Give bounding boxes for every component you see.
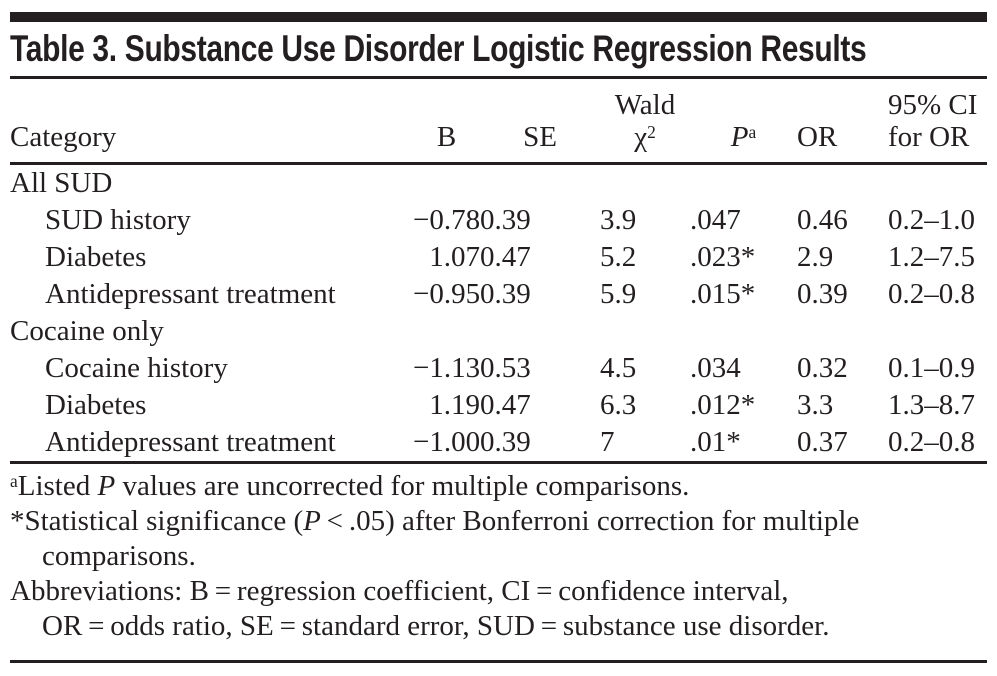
- header-row: Category B SE Wald χ2 Pa OR 95% CI for OR: [10, 79, 987, 165]
- cell-se: 0.53: [480, 352, 531, 384]
- cell-se: 0.39: [480, 278, 531, 310]
- cell-ci: 0.1–0.9: [888, 352, 975, 384]
- cell-ci: 0.2–0.8: [888, 278, 975, 310]
- table-row: Diabetes 1.07 0.47 5.2 .023* 2.9 1.2–7.5: [10, 239, 987, 276]
- cell-se: 0.47: [480, 241, 531, 273]
- cell-category: Diabetes: [45, 241, 147, 273]
- section-header-row: Cocaine only: [10, 313, 987, 350]
- footnotes: aListed P values are uncorrected for mul…: [10, 469, 987, 644]
- cell-ci: 1.3–8.7: [888, 389, 975, 421]
- cell-p: .012*: [690, 389, 756, 421]
- column-header-line: SE: [523, 121, 557, 153]
- footnote-significance-line: comparisons.: [42, 540, 196, 572]
- cell-category: Antidepressant treatment: [45, 278, 336, 310]
- column-header-ci: 95% CI for OR: [888, 79, 987, 165]
- cell-p: .015*: [690, 278, 756, 310]
- cell-se: 0.47: [480, 389, 531, 421]
- section-header-row: All SUD: [10, 164, 987, 203]
- cell-or: 0.32: [797, 352, 848, 384]
- footnote-abbreviations-line: OR = odds ratio, SE = standard error, SU…: [42, 610, 830, 642]
- footnote-significance-line: *Statistical significance (P < .05) afte…: [10, 505, 860, 537]
- column-header-or: OR: [797, 79, 888, 165]
- table-row: Cocaine history −1.13 0.53 4.5 .034 0.32 0.1–0…: [10, 350, 987, 387]
- section-header-label: Cocaine only: [10, 315, 164, 347]
- bottom-rule: [10, 660, 987, 663]
- cell-b: −1.13: [413, 352, 481, 384]
- table-row: Antidepressant treatment −1.00 0.39 7.01* 0.…: [10, 424, 987, 464]
- cell-ci: 0.2–0.8: [888, 424, 987, 464]
- cell-wald: 7: [600, 424, 690, 464]
- column-header-wald: Wald χ2: [600, 79, 690, 165]
- cell-or: 0.39: [797, 278, 848, 310]
- cell-b: 1.07: [429, 241, 480, 273]
- cell-p: .01*: [690, 424, 797, 464]
- cell-b: 1.19: [429, 389, 480, 421]
- top-rule-bar: [10, 12, 987, 22]
- column-header-line: 95% CI: [888, 89, 978, 121]
- cell-wald: 5.2: [600, 241, 637, 273]
- footnote-abbreviations-line: Abbreviations: B = regression coefficien…: [10, 575, 789, 607]
- table-row: SUD history −0.78 0.39 3.9 .047 0.46 0.2–1.0: [10, 202, 987, 239]
- cell-or: 2.9: [797, 241, 834, 273]
- cell-ci: 0.2–1.0: [888, 204, 975, 236]
- cell-category: Cocaine history: [45, 352, 228, 384]
- column-header-se: SE: [480, 79, 600, 165]
- cell-or: 0.37: [797, 424, 888, 464]
- column-header-b: B: [413, 79, 480, 165]
- cell-p: .047: [690, 204, 741, 236]
- cell-wald: 6.3: [600, 389, 637, 421]
- column-header-line: for OR: [888, 121, 970, 153]
- cell-p: .023*: [690, 241, 756, 273]
- column-header-line: OR: [797, 121, 838, 153]
- cell-b: −0.78: [413, 204, 481, 236]
- cell-wald: 5.9: [600, 278, 637, 310]
- cell-b: −0.95: [413, 278, 481, 310]
- column-header-line: Pa: [730, 121, 757, 153]
- footnote-abbreviations: Abbreviations: B = regression coefficien…: [10, 574, 987, 644]
- cell-wald: 3.9: [600, 204, 637, 236]
- table-header: Category B SE Wald χ2 Pa OR 95% CI for OR: [10, 79, 987, 165]
- section-header-label: All SUD: [10, 167, 113, 199]
- regression-table: Category B SE Wald χ2 Pa OR 95% CI for OR All SU…: [10, 79, 987, 464]
- column-header-line: Category: [10, 121, 117, 153]
- column-header-line: χ2: [634, 121, 656, 153]
- column-header-category: Category: [10, 79, 413, 165]
- cell-se: 0.39: [480, 424, 600, 464]
- table-row: Diabetes 1.19 0.47 6.3 .012* 3.3 1.3–8.7: [10, 387, 987, 424]
- table-body: All SUD SUD history −0.78 0.39 3.9.047 0.46 0.…: [10, 164, 987, 464]
- cell-or: 0.46: [797, 204, 848, 236]
- footnote-p-values-line: aListed P values are uncorrected for mul…: [10, 470, 690, 502]
- footnote-significance: *Statistical significance (P < .05) afte…: [10, 504, 987, 574]
- table-row: Antidepressant treatment −0.95 0.39 5.9.015…: [10, 276, 987, 313]
- column-header-line: B: [436, 121, 457, 153]
- column-header-p: Pa: [690, 79, 797, 165]
- title-rule: [10, 76, 987, 79]
- cell-category: Diabetes: [45, 389, 147, 421]
- column-header-line: Wald: [614, 89, 676, 121]
- footnote-p-values: aListed P values are uncorrected for mul…: [10, 469, 987, 504]
- cell-category: SUD history: [45, 204, 191, 236]
- cell-b: −1.00: [413, 424, 480, 464]
- cell-wald: 4.5: [600, 352, 637, 384]
- table-title: Table 3. Substance Use Disorder Logistic…: [10, 28, 867, 69]
- cell-or: 3.3: [797, 389, 834, 421]
- cell-ci: 1.2–7.5: [888, 241, 975, 273]
- cell-se: 0.39: [480, 204, 531, 236]
- cell-category: Antidepressant treatment: [10, 424, 413, 464]
- cell-p: .034: [690, 352, 741, 384]
